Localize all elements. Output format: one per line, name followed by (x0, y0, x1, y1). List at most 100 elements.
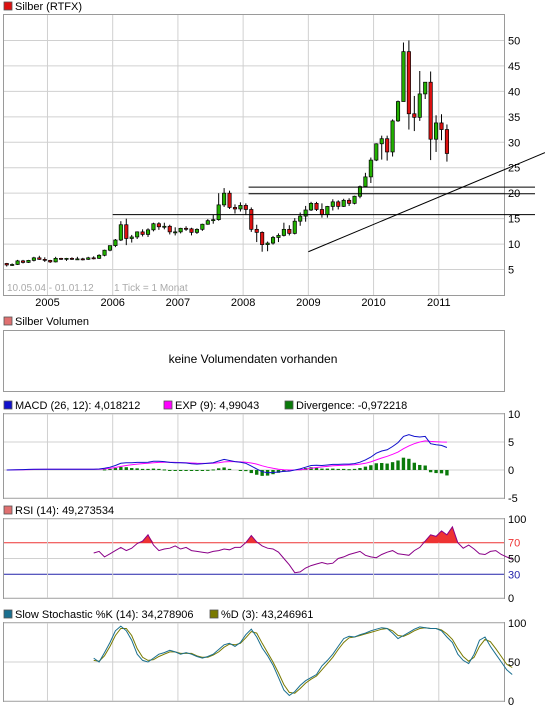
divergence-bar (162, 469, 167, 471)
candle-down (91, 257, 96, 260)
divergence-bar (341, 468, 346, 470)
candle-up (107, 245, 113, 251)
macd-legend: MACD (26, 12): 4,018212 (15, 400, 140, 412)
divergence-bar (380, 463, 384, 470)
macd-gridlines (4, 413, 504, 499)
candle-down (412, 113, 417, 118)
divergence-bar (157, 468, 161, 470)
price-header-bg (0, 0, 545, 13)
candle-up (352, 195, 357, 204)
stoch-lines (93, 625, 513, 697)
price-y-tick-label: 30 (508, 137, 520, 149)
candle-up (145, 229, 151, 235)
candle-up (341, 199, 346, 207)
stoch-d-line (93, 627, 513, 694)
divergence-bar (445, 470, 449, 476)
candle-up (363, 176, 368, 187)
divergence-bar (173, 470, 177, 471)
divergence-bar (363, 466, 368, 470)
divergence-bar (320, 468, 324, 470)
macd-y-tick-label: 0 (508, 465, 514, 477)
divergence-bar (238, 470, 243, 471)
divergence-bar (113, 468, 118, 470)
candle-up (265, 242, 270, 245)
candle-up (194, 228, 199, 233)
candle-up (26, 260, 31, 263)
candle-up (151, 223, 156, 231)
divergence-bar (401, 457, 406, 470)
candle-up (15, 260, 20, 265)
candle-down (20, 260, 26, 263)
price-x-tick-label: 2008 (231, 297, 255, 309)
candle-up (113, 239, 118, 246)
candle-up (86, 257, 91, 260)
stoch-y-axis: 0 50 100 (508, 618, 526, 708)
divergence-bar (390, 462, 395, 470)
divergence-bar (168, 470, 172, 471)
support-trendline (308, 152, 545, 253)
divergence-bar (260, 470, 264, 476)
candle-up (303, 209, 308, 217)
candle-up (330, 201, 335, 207)
price-candles (4, 40, 449, 267)
candle-down (287, 228, 292, 234)
candle-up (211, 219, 216, 222)
divergence-bar (282, 470, 286, 472)
divergence-bar (206, 469, 210, 471)
candle-up (281, 228, 286, 236)
macd-y-tick-label: 5 (508, 437, 514, 449)
candle-down (37, 257, 42, 260)
divergence-bar (146, 468, 150, 470)
candle-down (314, 203, 319, 210)
divergence-bar (222, 467, 226, 470)
price-x-axis: 2005 2006 2007 2008 2009 2010 2011 (35, 297, 450, 309)
divergence-bar (374, 463, 378, 470)
candle-up (401, 51, 406, 102)
divergence-bar (140, 468, 145, 470)
candle-down (254, 228, 259, 233)
candle-up (270, 237, 276, 244)
candle-down (336, 201, 341, 207)
candle-up (390, 120, 395, 153)
no-volume-message: keine Volumendaten vorhanden (169, 352, 338, 366)
candle-down (48, 260, 53, 263)
divergence-bar (434, 470, 438, 474)
square-marker-icon (163, 400, 173, 410)
price-x-tick-label: 2009 (296, 297, 320, 309)
candle-down (243, 205, 248, 210)
square-marker-icon (209, 609, 219, 619)
candle-down (59, 257, 64, 260)
price-x-tick-label: 2005 (35, 297, 59, 309)
divergence-bar (358, 468, 362, 470)
divergence-bar (195, 470, 199, 471)
macd-plot-frame (3, 413, 505, 499)
candle-down (167, 225, 172, 233)
stoch-y-tick-label: 100 (508, 618, 526, 630)
macd-y-tick-label: 10 (508, 409, 520, 421)
rsi-y-tick-label: 70 (508, 538, 520, 550)
divergence-bar (244, 470, 248, 472)
divergence-bar (352, 468, 357, 470)
rsi-overbought-fill (137, 534, 154, 543)
candle-up (64, 257, 69, 260)
divergence-bar (418, 464, 422, 470)
price-x-tick-label: 2007 (166, 297, 190, 309)
stoch-k-line (93, 625, 513, 697)
candle-up (129, 236, 134, 239)
macd-y-tick-label: -5 (508, 493, 518, 505)
exp-legend: EXP (9): 4,99043 (175, 400, 259, 412)
divergence-bar (200, 470, 205, 471)
divergence-bar (276, 470, 281, 473)
divergence-bar (407, 458, 411, 470)
price-y-axis: 5 10 15 20 25 30 35 40 45 50 (508, 35, 520, 276)
rsi-y-tick-label: 50 (508, 554, 520, 566)
candle-down (406, 51, 411, 115)
rsi-line (93, 525, 513, 574)
divergence-bar (249, 470, 253, 474)
macd-lines (6, 434, 448, 474)
price-y-tick-label: 50 (508, 35, 520, 47)
volume-panel: Silber Volumen keine Volumendaten vorhan… (3, 316, 505, 392)
